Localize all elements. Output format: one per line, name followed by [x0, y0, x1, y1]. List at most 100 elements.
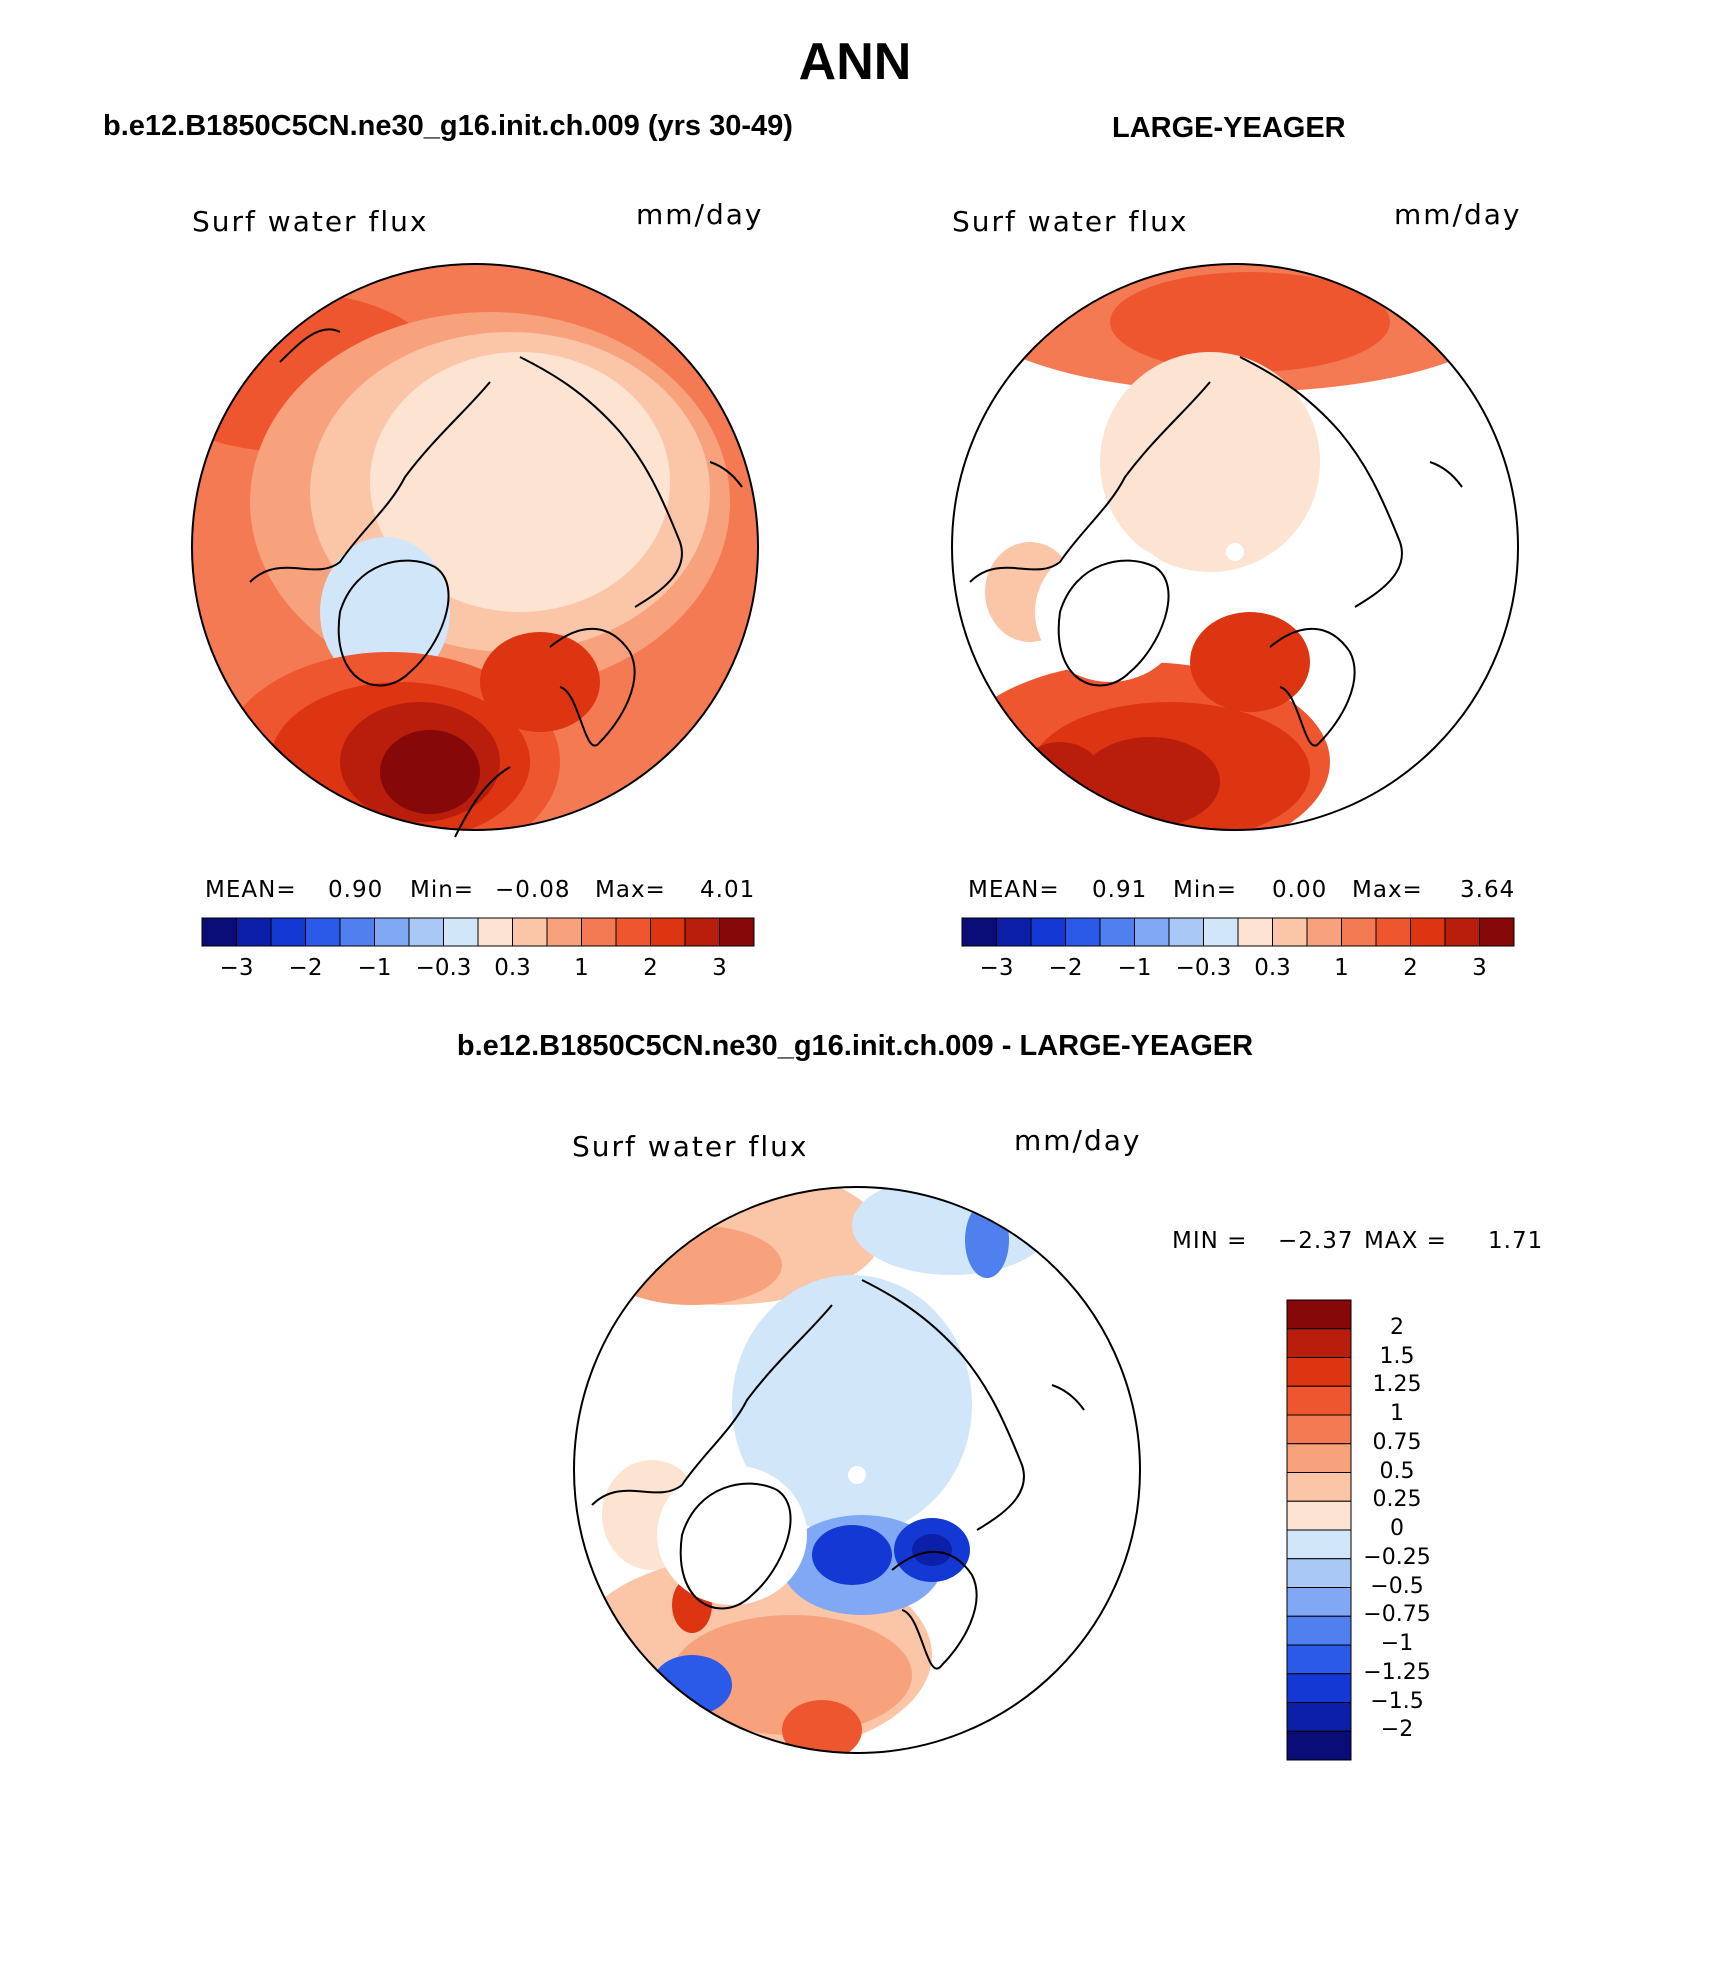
colorbar-tick-label: 0.5 — [1379, 1458, 1415, 1484]
colorbar-tick-label: 1.5 — [1379, 1343, 1415, 1369]
colorbar-swatch — [1286, 1299, 1352, 1330]
colorbar-swatch — [1286, 1587, 1352, 1617]
colorbar-tick-label: 1 — [1390, 1401, 1404, 1426]
diff-max-label: MAX = — [1364, 1228, 1447, 1254]
scandinavia-coastline — [549, 627, 636, 747]
map-fill-region — [782, 1700, 862, 1753]
colorbar-swatch — [1479, 917, 1515, 947]
left-min-value: −0.08 — [495, 877, 571, 903]
colorbar-tick-label: 0.75 — [1372, 1429, 1422, 1455]
colorbar-swatch — [1286, 1673, 1352, 1703]
colorbar-swatch — [615, 917, 651, 947]
colorbar-swatch — [1168, 917, 1204, 947]
colorbar-swatch — [512, 917, 548, 947]
right-polar-map — [951, 263, 1519, 831]
colorbar-tick-label: −3 — [979, 955, 1014, 981]
map-fill-region — [370, 352, 670, 612]
map-fill-region — [1100, 352, 1320, 572]
colorbar-swatch — [1065, 917, 1101, 947]
colorbar-swatch — [305, 917, 341, 947]
colorbar-tick-label: −0.25 — [1363, 1544, 1431, 1570]
coastline — [1239, 356, 1403, 608]
left-colorbar — [201, 917, 755, 947]
coastline — [1051, 1384, 1085, 1411]
map-fill-region — [812, 1525, 892, 1585]
colorbar-tick-label: −0.75 — [1363, 1602, 1431, 1628]
colorbar-tick-label: −2 — [288, 955, 323, 981]
left-max-value: 4.01 — [700, 877, 756, 903]
left-units-label: mm/day — [636, 198, 764, 231]
map-fill-region — [732, 1275, 972, 1535]
diff-colorbar — [1286, 1299, 1352, 1761]
colorbar-swatch — [1286, 1702, 1352, 1732]
right-min-label: Min= — [1173, 877, 1238, 903]
colorbar-tick-label: −0.5 — [1370, 1573, 1424, 1599]
diff-min-label: MIN = — [1172, 1228, 1248, 1254]
left-max-label: Max= — [595, 877, 666, 903]
map-fill-region — [672, 1615, 912, 1735]
right-mean-value: 0.91 — [1092, 877, 1148, 903]
colorbar-tick-label: 1.25 — [1372, 1372, 1422, 1398]
map-fill-region — [965, 1202, 1009, 1278]
colorbar-swatch — [1286, 1529, 1352, 1560]
colorbar-tick-label: −1.5 — [1370, 1688, 1424, 1714]
scandinavia-coastline — [891, 1550, 978, 1670]
colorbar-swatch — [1306, 917, 1342, 947]
colorbar-swatch — [1286, 1615, 1352, 1646]
colorbar-swatch — [1203, 917, 1239, 947]
colorbar-swatch — [408, 917, 444, 947]
left-variable-label: Surf water flux — [192, 205, 429, 238]
colorbar-tick-label: 3 — [712, 955, 727, 981]
map-fill-region — [602, 1225, 782, 1305]
difference-panel-header: b.e12.B1850C5CN.ne30_g16.init.ch.009 - L… — [456, 1030, 1254, 1062]
colorbar-swatch — [1286, 1644, 1352, 1675]
colorbar-swatch — [1286, 1500, 1352, 1531]
colorbar-swatch — [961, 917, 997, 947]
right-max-label: Max= — [1352, 877, 1423, 903]
colorbar-swatch — [1286, 1385, 1352, 1416]
greenland-coastline — [337, 559, 450, 687]
coastline — [454, 766, 511, 838]
map-fill-region — [320, 537, 450, 687]
left-mean-value: 0.90 — [328, 877, 384, 903]
colorbar-swatch — [374, 917, 410, 947]
map-fill-region — [1190, 612, 1310, 712]
coastline — [591, 1304, 833, 1506]
coastline — [1429, 461, 1463, 488]
left-polar-map — [191, 263, 759, 838]
colorbar-tick-label: −1.25 — [1363, 1659, 1431, 1685]
colorbar-tick-label: 0.3 — [1254, 955, 1291, 981]
colorbar-swatch — [270, 917, 306, 947]
colorbar-swatch — [443, 917, 479, 947]
coastline — [519, 356, 683, 608]
colorbar-tick-label: −0.3 — [1175, 955, 1232, 981]
colorbar-swatch — [996, 917, 1032, 947]
map-boundary-circle — [573, 1186, 1141, 1754]
colorbar-swatch — [1286, 1730, 1352, 1761]
map-fill-region — [852, 1187, 1052, 1275]
map-fill-region — [652, 1655, 732, 1715]
colorbar-swatch — [1237, 917, 1273, 947]
map-fill-region — [912, 1534, 952, 1566]
colorbar-swatch — [201, 917, 237, 947]
colorbar-swatch — [1030, 917, 1066, 947]
colorbar-swatch — [1134, 917, 1170, 947]
map-fill-region — [480, 632, 600, 732]
colorbar-swatch — [1286, 1443, 1352, 1473]
colorbar-swatch — [1375, 917, 1411, 947]
figure-title: ANN — [798, 33, 912, 91]
colorbar-swatch — [1286, 1472, 1352, 1502]
colorbar-swatch — [1286, 1357, 1352, 1387]
colorbar-tick-label: 2 — [1403, 955, 1418, 981]
colorbar-swatch — [546, 917, 582, 947]
pole-hole — [848, 1466, 866, 1484]
right-units-label: mm/day — [1394, 198, 1522, 231]
colorbar-tick-label: 0 — [1390, 1516, 1404, 1541]
colorbar-swatch — [477, 917, 513, 947]
coastline — [709, 461, 743, 488]
pole-hole — [1226, 543, 1244, 561]
colorbar-swatch — [1272, 917, 1308, 947]
map-fill-region — [657, 1465, 807, 1605]
colorbar-tick-label: 1 — [1334, 955, 1349, 981]
colorbar-swatch — [1444, 917, 1480, 947]
